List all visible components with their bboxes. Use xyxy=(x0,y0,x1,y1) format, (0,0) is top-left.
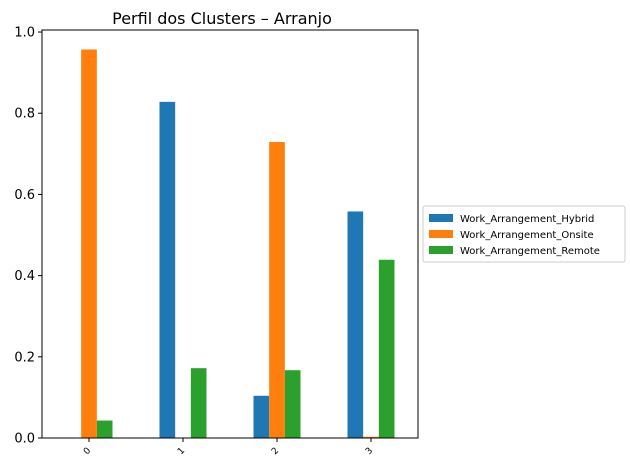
y-tick-label: 1.0 xyxy=(14,26,35,41)
bars-layer xyxy=(81,49,395,438)
y-tick-label: 0.8 xyxy=(14,107,35,122)
bar-Work_Arrangement_Hybrid-cluster-1 xyxy=(159,101,176,438)
bar-Work_Arrangement_Onsite-cluster-0 xyxy=(81,49,97,438)
x-tick-label: 2 xyxy=(270,446,281,457)
y-tick-label: 0.6 xyxy=(14,188,35,203)
legend-swatch xyxy=(429,230,453,238)
x-tick-label: 0 xyxy=(82,446,93,457)
legend-label: Work_Arrangement_Hybrid xyxy=(460,214,594,225)
x-axis: 0 1 2 3 xyxy=(82,438,375,457)
y-tick-label: 0.2 xyxy=(14,350,35,365)
x-tick-label: 1 xyxy=(176,446,187,457)
plot-frame xyxy=(41,29,419,439)
x-tick-label: 3 xyxy=(364,446,375,457)
y-axis: 0.0 0.2 0.4 0.6 0.8 1.0 xyxy=(14,26,42,447)
chart-title: Perfil dos Clusters – Arranjo xyxy=(112,9,332,28)
legend-swatch xyxy=(429,214,453,222)
legend-label: Work_Arrangement_Remote xyxy=(460,246,600,257)
legend-label: Work_Arrangement_Onsite xyxy=(460,230,594,241)
bar-Work_Arrangement_Hybrid-cluster-3 xyxy=(347,211,364,438)
bar-Work_Arrangement_Remote-cluster-1 xyxy=(190,368,207,438)
bar-Work_Arrangement_Remote-cluster-2 xyxy=(284,370,301,438)
legend-swatch xyxy=(429,246,453,254)
bar-Work_Arrangement_Remote-cluster-3 xyxy=(378,259,395,438)
legend: Work_Arrangement_Hybrid Work_Arrangement_… xyxy=(422,205,626,263)
legend-box xyxy=(422,205,626,263)
bar-Work_Arrangement_Hybrid-cluster-2 xyxy=(253,395,270,438)
bar-Work_Arrangement_Onsite-cluster-2 xyxy=(269,142,285,438)
y-tick-label: 0.4 xyxy=(14,269,35,284)
bar-Work_Arrangement_Remote-cluster-0 xyxy=(96,420,113,438)
y-tick-label: 0.0 xyxy=(14,432,35,447)
bar-Work_Arrangement_Onsite-cluster-3 xyxy=(363,436,379,438)
